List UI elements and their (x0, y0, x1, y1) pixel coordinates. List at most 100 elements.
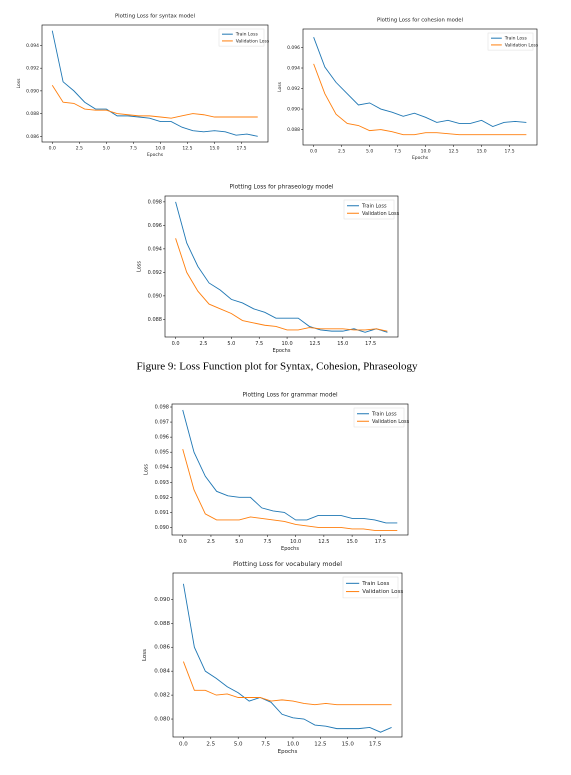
figure-caption: Figure 9: Loss Function plot for Syntax,… (136, 361, 418, 373)
x-tick-label: 17.5 (236, 146, 246, 152)
x-axis-label: Epochs (278, 749, 298, 755)
plot-frame (302, 28, 538, 146)
x-tick-label: 0.0 (179, 539, 187, 545)
x-tick-label: 2.5 (206, 741, 215, 747)
chart-title: Plotting Loss for vocabulary model (233, 561, 342, 568)
x-tick-label: 12.5 (309, 341, 320, 347)
x-tick-label: 7.5 (261, 741, 270, 747)
y-axis-label: Loss (16, 78, 22, 89)
series-line (51, 84, 258, 119)
y-tick-label: 0.088 (154, 621, 170, 627)
y-tick-label: 0.090 (287, 107, 300, 113)
x-tick-label: 7.5 (263, 539, 271, 545)
y-tick-label: 0.084 (154, 669, 170, 675)
y-tick-label: 0.094 (287, 66, 300, 72)
y-tick-label: 0.098 (148, 199, 162, 205)
chart-title: Plotting Loss for syntax model (115, 14, 195, 20)
series-line (51, 30, 258, 137)
series-line (175, 238, 388, 332)
y-tick-label: 0.096 (155, 435, 169, 441)
y-tick-label: 0.094 (155, 465, 169, 471)
y-tick-label: 0.088 (26, 111, 39, 117)
x-tick-label: 12.5 (182, 146, 192, 152)
x-tick-label: 2.5 (207, 539, 215, 545)
y-tick-label: 0.098 (155, 405, 169, 411)
legend-label: Validation Loss (362, 211, 400, 217)
x-tick-label: 17.5 (505, 149, 515, 155)
chart: Plotting Loss for syntax model 0.0 2.5 5.0 7… (16, 14, 270, 158)
x-tick-label: 2.5 (338, 149, 345, 155)
series-line (182, 409, 398, 524)
y-tick-label: 0.088 (148, 317, 162, 323)
x-tick-label: 10.0 (290, 539, 301, 545)
y-tick-label: 0.092 (155, 495, 169, 501)
y-tick-label: 0.097 (155, 420, 169, 426)
chart: Plotting Loss for phraseology model 0.0 2.… (137, 185, 400, 355)
legend-label: Validation Loss (505, 42, 539, 48)
y-tick-label: 0.094 (148, 246, 162, 252)
legend-label: Train Loss (361, 203, 387, 209)
x-tick-label: 5.0 (227, 341, 235, 347)
y-tick-label: 0.096 (148, 223, 162, 229)
y-tick-label: 0.086 (26, 134, 39, 140)
plot-frame (164, 195, 399, 338)
x-tick-label: 15.0 (337, 341, 348, 347)
legend-label: Validation Loss (372, 419, 410, 425)
legend-label: Train Loss (504, 36, 528, 42)
y-tick-label: 0.092 (26, 66, 39, 72)
chart-title: Plotting Loss for phraseology model (230, 185, 334, 191)
series-line (182, 661, 392, 706)
x-tick-label: 7.5 (130, 146, 137, 152)
y-tick-label: 0.086 (154, 645, 170, 651)
x-tick-label: 0.0 (179, 741, 188, 747)
y-tick-label: 0.092 (287, 86, 300, 92)
x-tick-label: 15.0 (209, 146, 219, 152)
x-tick-label: 12.5 (318, 539, 329, 545)
x-tick-label: 10.0 (287, 741, 300, 747)
series-line (313, 37, 527, 128)
y-tick-label: 0.080 (154, 717, 170, 723)
x-axis-label: Epochs (147, 152, 164, 158)
legend-label: Validation Loss (236, 38, 270, 44)
x-axis-label: Epochs (412, 155, 429, 161)
y-axis-label: Loss (142, 649, 148, 661)
y-axis-label: Loss (277, 81, 283, 92)
series-line (182, 583, 392, 733)
y-tick-label: 0.094 (26, 43, 39, 49)
x-tick-label: 5.0 (235, 539, 243, 545)
legend-box (342, 576, 399, 599)
x-tick-label: 2.5 (76, 146, 83, 152)
y-tick-label: 0.095 (155, 450, 169, 456)
legend-label: Validation Loss (362, 589, 403, 595)
chart: Plotting Loss for vocabulary model 0.0 2.5… (142, 561, 404, 755)
y-tick-label: 0.088 (287, 127, 300, 133)
chart-title: Plotting Loss for grammar model (242, 393, 338, 399)
plot-frame (41, 24, 269, 143)
x-tick-label: 15.0 (477, 149, 487, 155)
x-tick-label: 10.0 (155, 146, 165, 152)
x-axis-label: Epochs (273, 348, 291, 354)
legend-box (218, 28, 265, 47)
y-axis-label: Loss (144, 464, 150, 475)
x-tick-label: 15.0 (347, 539, 358, 545)
x-tick-label: 15.0 (342, 741, 355, 747)
x-tick-label: 12.5 (314, 741, 327, 747)
y-tick-label: 0.090 (148, 293, 162, 299)
legend-box (487, 32, 534, 51)
chart: Plotting Loss for cohesion model 0.0 2.5 5.… (277, 18, 539, 161)
x-tick-label: 12.5 (449, 149, 459, 155)
x-tick-label: 17.5 (365, 341, 376, 347)
plot-frame (171, 403, 409, 536)
chart-title: Plotting Loss for cohesion model (377, 18, 463, 24)
series-line (182, 449, 398, 531)
chart: Plotting Loss for grammar model 0.0 2.5 5.0… (144, 393, 410, 553)
y-tick-label: 0.090 (26, 88, 39, 94)
x-axis-label: Epochs (281, 546, 299, 552)
x-tick-label: 7.5 (394, 149, 401, 155)
x-tick-label: 5.0 (366, 149, 373, 155)
x-tick-label: 5.0 (234, 741, 243, 747)
x-tick-label: 17.5 (369, 741, 382, 747)
plot-frame (172, 572, 403, 738)
x-tick-label: 0.0 (310, 149, 317, 155)
